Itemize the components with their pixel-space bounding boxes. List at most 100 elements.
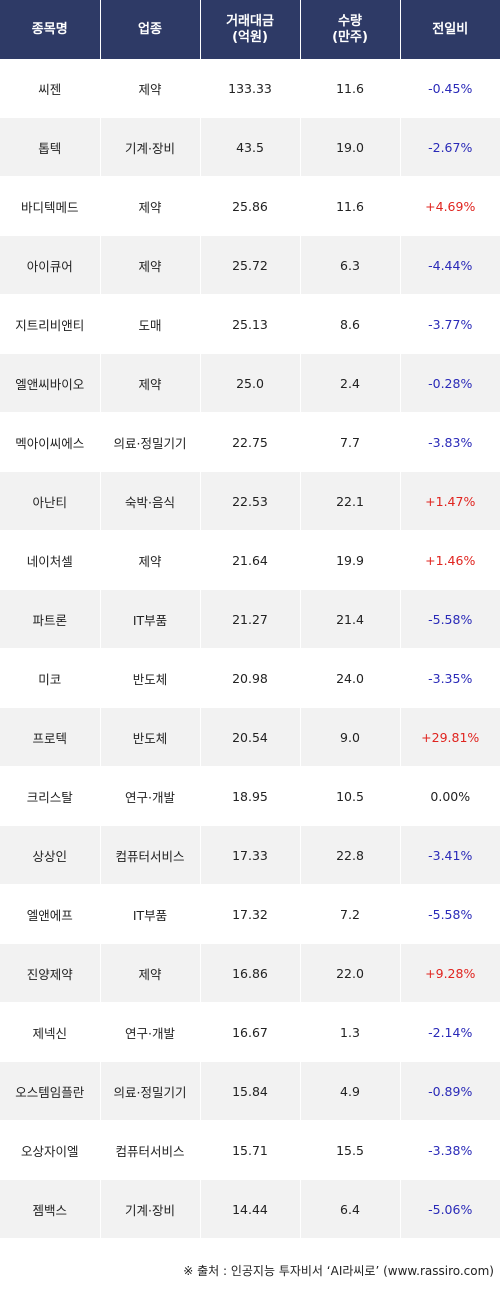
cell-name: 오상자이엘 [0, 1120, 101, 1180]
cell-sector: 제약 [100, 353, 201, 413]
cell-name: 네이처셀 [0, 530, 101, 590]
table-row: 네이처셀 제약 21.64 19.9 +1.46% [0, 530, 500, 590]
table-row: 상상인 컴퓨터서비스 17.33 22.8 -3.41% [0, 825, 500, 885]
table-row: 진양제약 제약 16.86 22.0 +9.28% [0, 943, 500, 1003]
table-row: 지트리비앤티 도매 25.13 8.6 -3.77% [0, 294, 500, 354]
cell-change: 0.00% [400, 766, 500, 826]
cell-value: 21.64 [200, 530, 301, 590]
cell-volume: 1.3 [300, 1002, 401, 1062]
cell-value: 14.44 [200, 1179, 301, 1239]
cell-sector: 반도체 [100, 648, 201, 708]
cell-name: 멕아이씨에스 [0, 412, 101, 472]
cell-change: +1.46% [400, 530, 500, 590]
cell-volume: 10.5 [300, 766, 401, 826]
cell-volume: 4.9 [300, 1061, 401, 1121]
cell-sector: 도매 [100, 294, 201, 354]
cell-value: 25.13 [200, 294, 301, 354]
table-row: 크리스탈 연구·개발 18.95 10.5 0.00% [0, 766, 500, 826]
cell-change: -3.41% [400, 825, 500, 885]
header-sector: 업종 [100, 0, 201, 59]
header-value: 거래대금 (억원) [200, 0, 301, 59]
header-volume: 수량 (만주) [300, 0, 401, 59]
cell-name: 아이큐어 [0, 235, 101, 295]
header-volume-line1: 수량 [338, 13, 362, 29]
cell-value: 20.98 [200, 648, 301, 708]
cell-value: 22.75 [200, 412, 301, 472]
cell-volume: 2.4 [300, 353, 401, 413]
cell-change: -2.67% [400, 117, 500, 177]
cell-name: 바디텍메드 [0, 176, 101, 236]
cell-sector: 컴퓨터서비스 [100, 1120, 201, 1180]
cell-name: 엘앤씨바이오 [0, 353, 101, 413]
cell-volume: 11.6 [300, 59, 401, 118]
cell-name: 미코 [0, 648, 101, 708]
cell-sector: 제약 [100, 943, 201, 1003]
cell-sector: 제약 [100, 59, 201, 118]
cell-sector: IT부품 [100, 589, 201, 649]
cell-value: 15.84 [200, 1061, 301, 1121]
cell-name: 파트론 [0, 589, 101, 649]
cell-volume: 9.0 [300, 707, 401, 767]
cell-change: +4.69% [400, 176, 500, 236]
cell-name: 진양제약 [0, 943, 101, 1003]
cell-volume: 6.3 [300, 235, 401, 295]
cell-value: 133.33 [200, 59, 301, 118]
table-row: 엘앤에프 IT부품 17.32 7.2 -5.58% [0, 884, 500, 944]
cell-value: 18.95 [200, 766, 301, 826]
cell-name: 크리스탈 [0, 766, 101, 826]
cell-value: 16.86 [200, 943, 301, 1003]
cell-change: -0.45% [400, 59, 500, 118]
cell-name: 아난티 [0, 471, 101, 531]
cell-sector: 의료·정밀기기 [100, 412, 201, 472]
cell-name: 엘앤에프 [0, 884, 101, 944]
cell-change: -4.44% [400, 235, 500, 295]
cell-sector: 기계·장비 [100, 1179, 201, 1239]
cell-volume: 7.2 [300, 884, 401, 944]
cell-change: -5.58% [400, 589, 500, 649]
header-volume-line2: (만주) [332, 29, 368, 45]
table-row: 프로텍 반도체 20.54 9.0 +29.81% [0, 707, 500, 767]
cell-change: -5.06% [400, 1179, 500, 1239]
cell-sector: 연구·개발 [100, 1002, 201, 1062]
cell-volume: 19.0 [300, 117, 401, 177]
cell-value: 16.67 [200, 1002, 301, 1062]
stock-table: 종목명 업종 거래대금 (억원) 수량 (만주) 전일비 씨젠 제약 133.33 1… [0, 0, 500, 1239]
cell-name: 프로텍 [0, 707, 101, 767]
header-change: 전일비 [400, 0, 500, 59]
cell-change: -2.14% [400, 1002, 500, 1062]
cell-volume: 15.5 [300, 1120, 401, 1180]
cell-volume: 24.0 [300, 648, 401, 708]
cell-change: -3.77% [400, 294, 500, 354]
cell-volume: 19.9 [300, 530, 401, 590]
cell-sector: 제약 [100, 235, 201, 295]
cell-sector: 의료·정밀기기 [100, 1061, 201, 1121]
cell-name: 제넥신 [0, 1002, 101, 1062]
cell-change: +1.47% [400, 471, 500, 531]
cell-volume: 6.4 [300, 1179, 401, 1239]
cell-value: 17.33 [200, 825, 301, 885]
table-body: 씨젠 제약 133.33 11.6 -0.45% 톱텍 기계·장비 43.5 19.0 -2.67… [0, 59, 500, 1239]
cell-volume: 22.1 [300, 471, 401, 531]
cell-sector: 반도체 [100, 707, 201, 767]
cell-volume: 11.6 [300, 176, 401, 236]
cell-value: 22.53 [200, 471, 301, 531]
cell-value: 21.27 [200, 589, 301, 649]
cell-name: 씨젠 [0, 59, 101, 118]
cell-change: -3.38% [400, 1120, 500, 1180]
header-value-line1: 거래대금 [226, 13, 274, 29]
source-footer: ※ 출처 : 인공지능 투자비서 ‘AI라씨로’ (www.rassiro.co… [183, 1264, 494, 1278]
cell-value: 43.5 [200, 117, 301, 177]
table-header: 종목명 업종 거래대금 (억원) 수량 (만주) 전일비 [0, 0, 500, 59]
cell-change: -5.58% [400, 884, 500, 944]
cell-value: 17.32 [200, 884, 301, 944]
cell-change: +9.28% [400, 943, 500, 1003]
cell-change: +29.81% [400, 707, 500, 767]
cell-volume: 8.6 [300, 294, 401, 354]
header-value-line2: (억원) [232, 29, 268, 45]
cell-sector: 숙박·음식 [100, 471, 201, 531]
cell-name: 톱텍 [0, 117, 101, 177]
cell-sector: 제약 [100, 530, 201, 590]
table-row: 미코 반도체 20.98 24.0 -3.35% [0, 648, 500, 708]
cell-change: -3.83% [400, 412, 500, 472]
cell-value: 20.54 [200, 707, 301, 767]
